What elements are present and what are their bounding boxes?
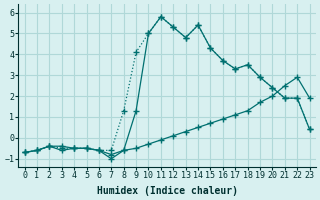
X-axis label: Humidex (Indice chaleur): Humidex (Indice chaleur) <box>97 186 237 196</box>
